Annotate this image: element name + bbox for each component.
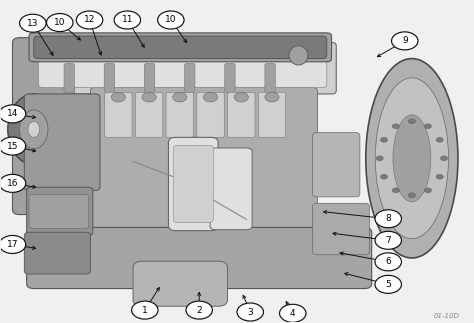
Circle shape	[19, 14, 46, 32]
Circle shape	[0, 235, 26, 254]
FancyBboxPatch shape	[64, 63, 74, 92]
Text: 17: 17	[7, 240, 18, 249]
Text: 10: 10	[54, 18, 65, 27]
FancyBboxPatch shape	[29, 194, 89, 228]
Ellipse shape	[408, 193, 415, 198]
Text: 7: 7	[385, 236, 391, 245]
Circle shape	[132, 301, 158, 319]
FancyBboxPatch shape	[12, 38, 74, 214]
Ellipse shape	[381, 174, 388, 179]
FancyBboxPatch shape	[105, 92, 132, 137]
FancyBboxPatch shape	[136, 92, 163, 137]
FancyBboxPatch shape	[265, 63, 275, 92]
Ellipse shape	[436, 174, 443, 179]
FancyBboxPatch shape	[166, 92, 193, 137]
Circle shape	[375, 275, 401, 293]
Ellipse shape	[111, 92, 126, 102]
FancyBboxPatch shape	[197, 92, 224, 137]
Ellipse shape	[392, 124, 399, 129]
Text: 4: 4	[290, 309, 296, 318]
Circle shape	[114, 11, 141, 29]
FancyBboxPatch shape	[313, 132, 360, 197]
Ellipse shape	[28, 121, 40, 137]
Ellipse shape	[440, 156, 447, 161]
Text: 3: 3	[247, 307, 253, 317]
Text: 5: 5	[385, 280, 391, 289]
FancyBboxPatch shape	[168, 137, 218, 231]
Text: 11: 11	[122, 16, 133, 25]
Circle shape	[46, 14, 73, 32]
FancyBboxPatch shape	[24, 94, 100, 191]
FancyBboxPatch shape	[29, 43, 336, 94]
Ellipse shape	[142, 92, 156, 102]
Ellipse shape	[19, 110, 48, 149]
Ellipse shape	[289, 46, 308, 65]
FancyBboxPatch shape	[313, 203, 369, 255]
Circle shape	[0, 174, 26, 193]
FancyBboxPatch shape	[173, 145, 213, 223]
Circle shape	[375, 231, 401, 249]
FancyBboxPatch shape	[228, 92, 255, 137]
Text: 9: 9	[402, 36, 408, 46]
Text: 15: 15	[7, 141, 18, 151]
FancyBboxPatch shape	[133, 261, 228, 306]
Circle shape	[0, 105, 26, 123]
Ellipse shape	[265, 92, 279, 102]
Text: 6: 6	[385, 257, 391, 266]
Ellipse shape	[393, 115, 431, 202]
Ellipse shape	[366, 58, 458, 258]
FancyBboxPatch shape	[38, 49, 327, 88]
FancyBboxPatch shape	[210, 148, 252, 230]
Circle shape	[186, 301, 212, 319]
Circle shape	[392, 32, 418, 50]
Text: 8: 8	[385, 214, 391, 223]
Text: 01-10D: 01-10D	[433, 313, 459, 319]
Ellipse shape	[436, 137, 443, 142]
Ellipse shape	[424, 188, 431, 193]
Ellipse shape	[381, 137, 388, 142]
Circle shape	[375, 253, 401, 271]
Text: 16: 16	[7, 179, 18, 188]
Text: 1: 1	[142, 306, 148, 315]
FancyBboxPatch shape	[184, 63, 195, 92]
Circle shape	[280, 304, 306, 322]
Text: 14: 14	[7, 109, 18, 119]
Circle shape	[76, 11, 103, 29]
FancyBboxPatch shape	[24, 232, 91, 274]
Text: 12: 12	[84, 16, 95, 25]
Ellipse shape	[408, 119, 415, 124]
FancyBboxPatch shape	[104, 63, 115, 92]
Circle shape	[0, 137, 26, 155]
Ellipse shape	[392, 188, 399, 193]
FancyBboxPatch shape	[29, 33, 331, 62]
Ellipse shape	[424, 124, 431, 129]
FancyBboxPatch shape	[10, 33, 440, 290]
FancyBboxPatch shape	[91, 88, 318, 261]
Circle shape	[237, 303, 264, 321]
FancyBboxPatch shape	[258, 92, 286, 137]
Text: 2: 2	[196, 306, 202, 315]
FancyBboxPatch shape	[27, 187, 93, 235]
Ellipse shape	[203, 92, 218, 102]
Text: 13: 13	[27, 19, 38, 28]
Ellipse shape	[8, 94, 60, 165]
Text: 10: 10	[165, 16, 177, 25]
Circle shape	[375, 210, 401, 228]
FancyBboxPatch shape	[145, 63, 155, 92]
Circle shape	[157, 11, 184, 29]
Ellipse shape	[376, 156, 383, 161]
Ellipse shape	[173, 92, 187, 102]
Ellipse shape	[234, 92, 248, 102]
FancyBboxPatch shape	[34, 36, 327, 58]
Ellipse shape	[375, 78, 448, 239]
FancyBboxPatch shape	[225, 63, 235, 92]
FancyBboxPatch shape	[27, 227, 372, 288]
